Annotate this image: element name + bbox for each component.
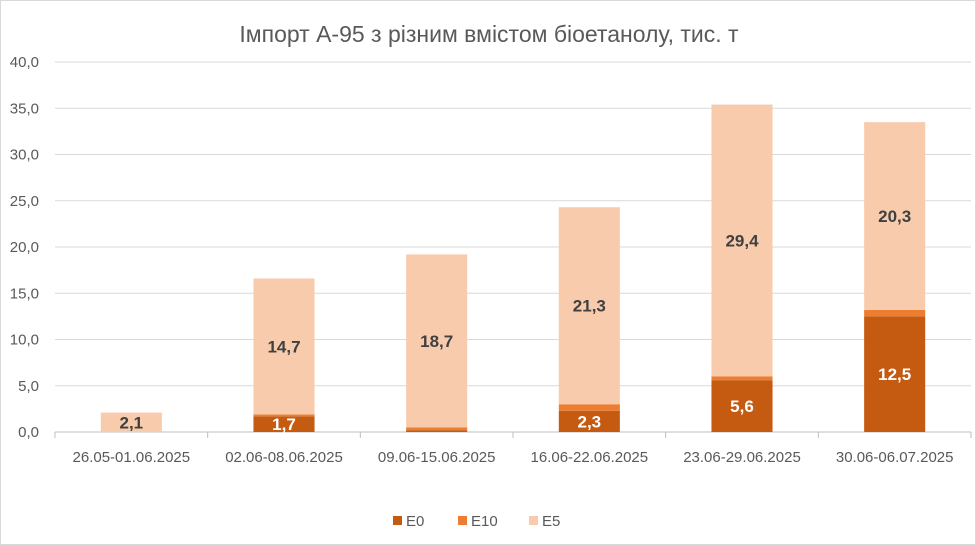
data-label: 20,3: [878, 207, 911, 226]
legend-swatch-e10: [458, 516, 467, 525]
data-label: 12,5: [878, 365, 911, 384]
data-label: 29,4: [725, 232, 759, 251]
bar-e5: [558, 207, 620, 405]
data-label: 2,1: [120, 413, 144, 432]
x-tick-label: 09.06-15.06.2025: [378, 449, 496, 466]
x-tick-label: 30.06-06.07.2025: [836, 449, 954, 466]
bar-e10: [253, 414, 315, 417]
y-tick-label: 0,0: [18, 424, 39, 441]
x-tick-label: 26.05-01.06.2025: [73, 449, 191, 466]
y-tick-label: 20,0: [10, 239, 39, 256]
bar-e0: [711, 380, 773, 432]
y-tick-label: 25,0: [10, 193, 39, 210]
data-label: 14,7: [267, 337, 300, 356]
legend-label: E0: [406, 513, 424, 530]
bar-e0: [406, 430, 468, 432]
bar-e0: [253, 416, 315, 432]
data-label: 2,3: [578, 412, 602, 431]
data-label: 1,7: [272, 415, 296, 434]
x-tick-label: 16.06-22.06.2025: [531, 449, 649, 466]
x-tick-label: 02.06-08.06.2025: [225, 449, 343, 466]
y-tick-label: 35,0: [10, 100, 39, 117]
bar-e0: [558, 410, 620, 432]
bar-e5: [406, 254, 468, 428]
y-tick-label: 40,0: [10, 54, 39, 71]
bar-e5: [253, 278, 315, 415]
legend-swatch-e5: [529, 516, 538, 525]
legend-swatch-e0: [393, 516, 402, 525]
bar-e5: [864, 122, 926, 310]
x-tick-label: 23.06-29.06.2025: [683, 449, 801, 466]
data-label: 18,7: [420, 332, 453, 351]
bar-e5: [100, 412, 162, 432]
bar-e0: [864, 316, 926, 432]
bar-e10: [558, 404, 620, 411]
legend-label: E5: [542, 513, 560, 530]
y-tick-label: 15,0: [10, 285, 39, 302]
chart-title: Імпорт А-95 з різним вмістом біоетанолу,…: [239, 21, 739, 47]
bar-e5: [711, 104, 773, 377]
data-label: 21,3: [573, 297, 606, 316]
data-label: 5,6: [730, 397, 754, 416]
y-tick-label: 5,0: [18, 378, 39, 395]
legend-label: E10: [471, 513, 498, 530]
bar-e10: [711, 376, 773, 381]
y-tick-label: 30,0: [10, 147, 39, 164]
bar-e10: [406, 427, 468, 431]
y-tick-label: 10,0: [10, 332, 39, 349]
bar-e10: [864, 309, 926, 317]
